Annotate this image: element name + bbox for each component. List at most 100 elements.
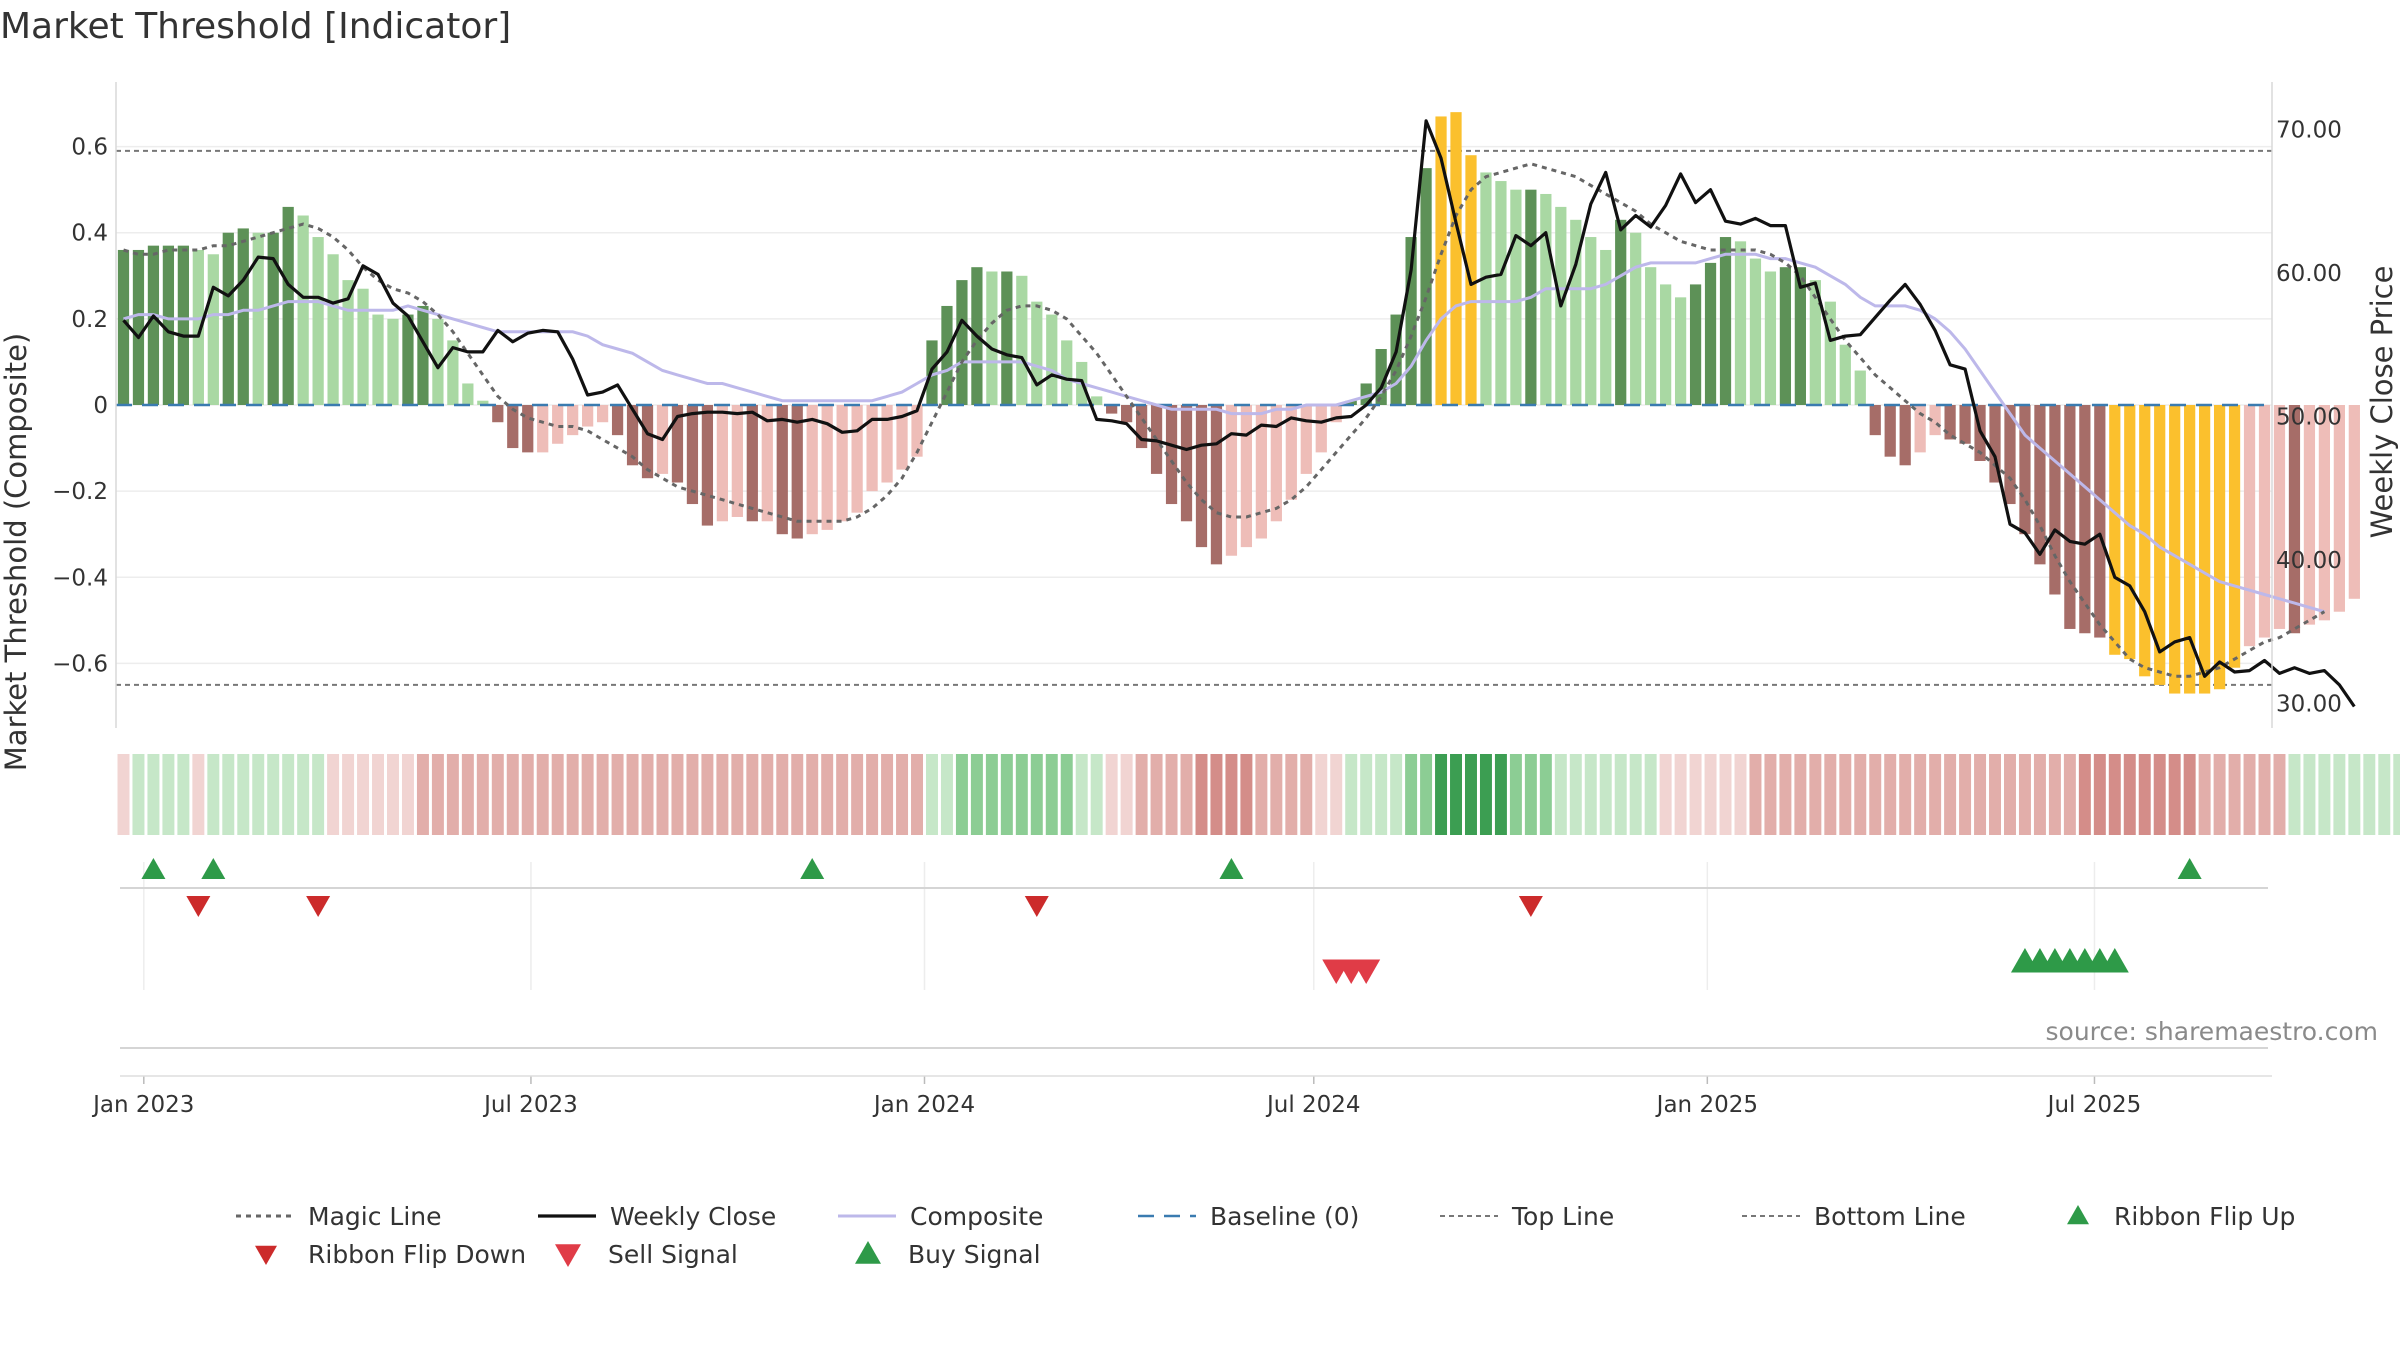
y2-tick-label: 70.00 — [2276, 117, 2342, 143]
legend-swatch — [255, 1245, 277, 1265]
histogram-bar — [1749, 258, 1762, 405]
y2-tick-label: 40.00 — [2276, 548, 2342, 574]
ribbon-cell — [896, 754, 909, 835]
ribbon-cell — [521, 754, 534, 835]
histogram-bar — [1570, 219, 1582, 405]
ribbon-cell — [1060, 754, 1073, 835]
ribbon-cell — [836, 754, 849, 835]
ribbon-cell — [1824, 754, 1837, 835]
ribbon-cell — [461, 754, 474, 835]
ribbon-cell — [1539, 754, 1552, 835]
ribbon-cell — [1015, 754, 1028, 835]
ribbon-cell — [955, 754, 968, 835]
ribbon-cell — [1090, 754, 1103, 835]
ribbon-cell — [2018, 754, 2031, 835]
histogram-bar — [1180, 405, 1193, 522]
weekly-close-line — [122, 119, 2356, 708]
ribbon-cell — [2078, 754, 2091, 835]
histogram-bar — [1210, 405, 1223, 565]
histogram-bar — [582, 405, 594, 427]
histogram-bar — [1091, 396, 1103, 405]
ribbon-flip-up-marker — [1219, 858, 1244, 879]
legend-label: Ribbon Flip Down — [308, 1240, 526, 1269]
histogram-bar — [2139, 405, 2151, 677]
y-tick-label: 0 — [93, 393, 108, 419]
ribbon-cell — [1974, 754, 1987, 835]
ribbon-cell — [1150, 754, 1163, 835]
ribbon-cell — [1405, 754, 1418, 835]
histogram-bar — [1315, 405, 1327, 453]
histogram-bar — [312, 237, 324, 405]
ribbon-cell — [506, 754, 519, 835]
ribbon-cell — [911, 754, 924, 835]
ribbon-flip-down-marker — [1518, 896, 1543, 917]
ribbon-cell — [192, 754, 205, 835]
histogram-bar — [267, 232, 279, 405]
histogram-bar — [2034, 405, 2046, 565]
ribbon-flip-up-marker — [800, 858, 825, 879]
ribbon-flip-up-marker — [201, 858, 226, 879]
ribbon-cell — [2363, 754, 2376, 835]
legend-item-flip_down: Ribbon Flip Down — [255, 1240, 526, 1269]
ribbon-cell — [1854, 754, 1867, 835]
x-tick-label: Jan 2024 — [872, 1092, 975, 1118]
ribbon-cell — [881, 754, 894, 835]
ribbon-cell — [701, 754, 714, 835]
histogram-bar — [1510, 189, 1522, 405]
histogram-bar — [701, 405, 714, 526]
ribbon-cell — [1509, 754, 1522, 835]
histogram-bar — [2243, 405, 2256, 647]
ribbon-cell — [731, 754, 744, 835]
ribbon-cell — [1105, 754, 1118, 835]
ribbon-cell — [1000, 754, 1013, 835]
histogram-bar — [1165, 405, 1178, 505]
ribbon-cell — [1689, 754, 1702, 835]
histogram-bar — [986, 271, 998, 405]
ribbon-cell — [2138, 754, 2151, 835]
histogram-bar — [2213, 405, 2226, 690]
ribbon-cell — [297, 754, 310, 835]
legend-item-composite: Composite — [838, 1202, 1043, 1231]
ribbon-cell — [611, 754, 624, 835]
axes: 0.6 0.4 0.2 0 −0.2 −0.4 −0.6 70.00 60.00 50.00 40.… — [52, 82, 2342, 1118]
y-tick-label: −0.6 — [52, 651, 108, 677]
ribbon-cell — [2393, 754, 2400, 835]
histogram-bar — [761, 405, 773, 522]
histogram-bar — [2094, 405, 2106, 638]
sell-signal-marker — [1352, 959, 1381, 984]
histogram-bar — [117, 249, 130, 405]
ribbon-cell — [791, 754, 804, 835]
histogram-bar — [552, 405, 564, 444]
ribbon-cell — [1644, 754, 1657, 835]
signal-lanes — [120, 858, 2272, 1077]
histogram-bar — [2199, 405, 2211, 694]
legend-swatch — [855, 1241, 881, 1264]
histogram-bar — [2169, 405, 2181, 694]
histogram-bar — [2049, 405, 2061, 595]
histogram-bar — [1689, 284, 1702, 405]
ribbon-cell — [491, 754, 504, 835]
y-tick-label: 0.2 — [71, 307, 108, 333]
histogram-bar — [1764, 271, 1777, 405]
ribbon-cell — [117, 754, 130, 835]
histogram-bar — [522, 405, 534, 453]
histogram-bar — [222, 232, 234, 405]
ribbon-cell — [2243, 754, 2256, 835]
ribbon-cell — [1929, 754, 1942, 835]
ribbon-cell — [132, 754, 145, 835]
histogram-bar — [567, 405, 579, 436]
histogram-bar — [731, 405, 743, 517]
histogram-bar — [1899, 405, 1911, 466]
ribbon-cell — [416, 754, 429, 835]
ribbon-cell — [1809, 754, 1822, 835]
histogram-bar — [1390, 314, 1402, 405]
histogram-bar — [1061, 340, 1073, 405]
histogram-bar — [207, 254, 219, 405]
ribbon-cell — [237, 754, 250, 835]
ribbon-cell — [821, 754, 834, 835]
histogram-bar — [2333, 405, 2345, 612]
ribbon-cell — [596, 754, 609, 835]
ribbon-cell — [1255, 754, 1268, 835]
ribbon-cell — [1075, 754, 1088, 835]
composite-line — [123, 252, 2325, 614]
